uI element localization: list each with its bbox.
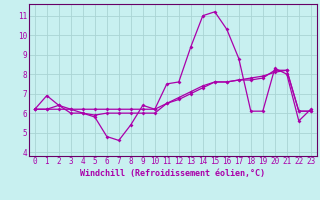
X-axis label: Windchill (Refroidissement éolien,°C): Windchill (Refroidissement éolien,°C): [80, 169, 265, 178]
